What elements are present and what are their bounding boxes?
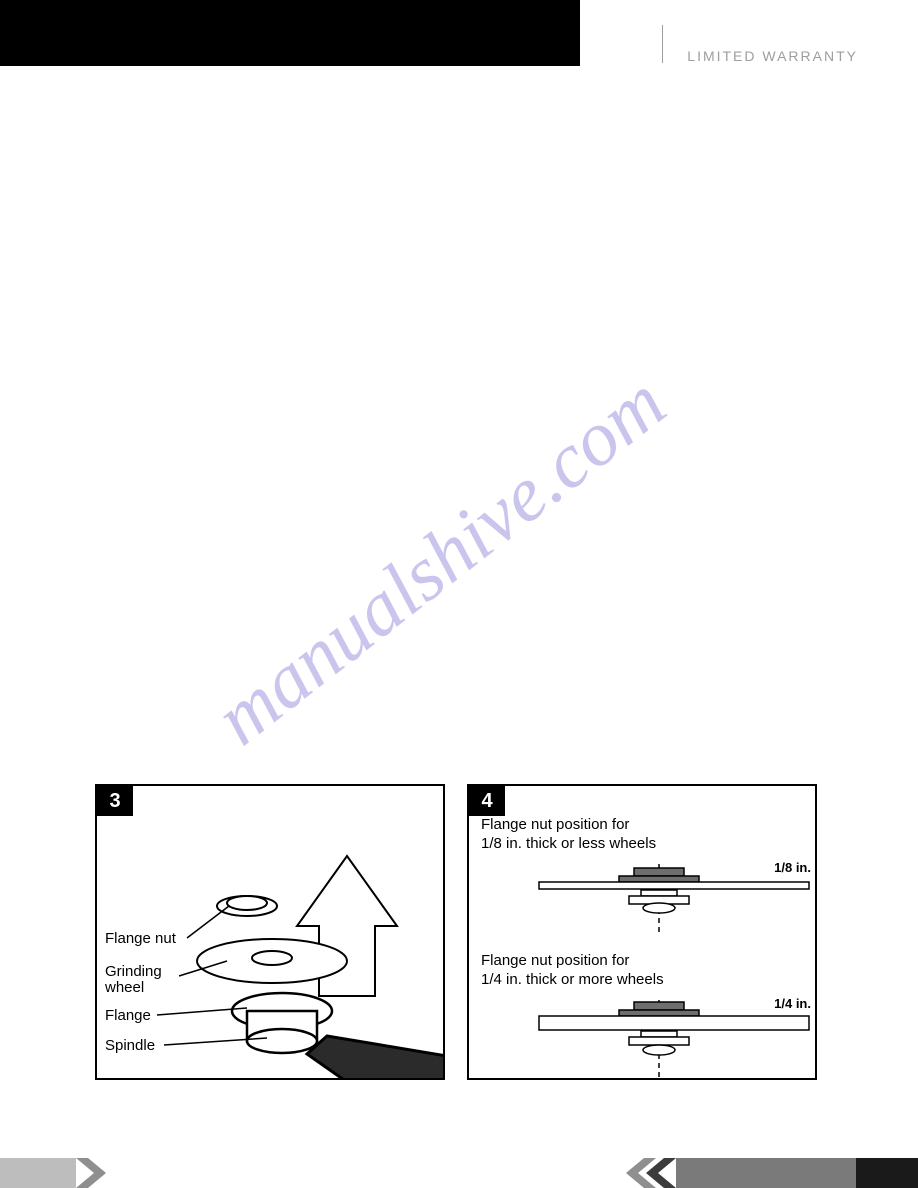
caption-top: Flange nut position for 1/8 in. thick or… [481,816,656,854]
diagram-bottom [469,1000,817,1080]
figure-row: 3 Flange nut Grinding wheel Flange Spind… [95,784,817,1080]
figure-panel-3: 3 Flange nut Grinding wheel Flange Spind… [95,784,445,1080]
header-bar [0,0,580,66]
diagram-top [469,864,817,934]
header-divider [662,25,663,63]
footer-right-chevron-icon [616,1158,676,1188]
footer-left-bar [0,1158,76,1188]
panel3-illustration [97,786,445,1080]
caption-bottom: Flange nut position for 1/4 in. thick or… [481,952,664,990]
footer-right-dark [856,1158,918,1188]
header-section-label: LIMITED WARRANTY [687,48,858,64]
footer-left-chevron-icon [76,1158,116,1188]
footer-right-grey [676,1158,856,1188]
figure-panel-4: 4 Flange nut position for 1/8 in. thick … [467,784,817,1080]
figure-number-4: 4 [469,786,505,816]
watermark-text: manualshive.com [198,357,682,763]
